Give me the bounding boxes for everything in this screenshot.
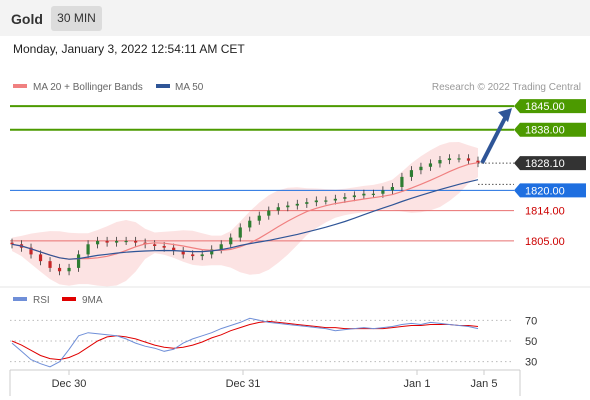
level-label-pivot: 1820.00 (525, 185, 565, 197)
candle-body (238, 227, 242, 238)
candle-body (314, 200, 318, 203)
candle-body (267, 210, 271, 216)
candles (10, 154, 480, 276)
rsi-panel: 70 50 30 (10, 315, 537, 369)
x-tick-label: Dec 30 (52, 378, 87, 390)
candle-body (324, 200, 328, 202)
candle-body (115, 240, 119, 243)
rsi-tick-label: 70 (525, 315, 537, 327)
candle-body (419, 166, 423, 171)
rsi-legend-swatch (13, 297, 27, 301)
candle-body (86, 244, 90, 255)
forecast-arrow (480, 115, 508, 164)
candle-body (200, 254, 204, 257)
timestamp: Monday, January 3, 2022 12:54:11 AM CET (13, 42, 245, 56)
candle-body (409, 170, 414, 177)
candle-body (333, 198, 337, 201)
forecast-arrowhead (498, 108, 512, 123)
candle-body (276, 207, 280, 211)
candle-body (286, 205, 290, 208)
level-lines (10, 105, 514, 242)
level-tag-resistance (514, 122, 586, 137)
candle-body (95, 240, 100, 245)
candle-body (210, 249, 214, 255)
candle-body (105, 240, 109, 243)
header-bar: Gold 30 MIN (0, 0, 590, 36)
bollinger-band (12, 142, 478, 287)
candle-body (124, 240, 128, 243)
candle-body (76, 254, 81, 268)
ma50-legend-label: MA 50 (175, 82, 204, 93)
candle-body (343, 197, 347, 199)
candle-body (438, 160, 442, 164)
candle-body (10, 242, 14, 245)
ma50-legend-swatch (156, 84, 170, 88)
instrument-title: Gold (11, 11, 43, 27)
rsi-ma-line (11, 320, 479, 361)
candle-body (371, 193, 375, 195)
level-label-resistance: 1838.00 (525, 125, 565, 137)
bollinger-band-fill (12, 142, 478, 287)
candle-body (381, 190, 385, 194)
level-label-support: 1805.00 (525, 236, 565, 248)
candle-body (466, 158, 471, 161)
candle-body (134, 240, 138, 243)
candle-body (400, 176, 404, 187)
ma20-legend-label: MA 20 + Bollinger Bands (33, 82, 143, 93)
rsi-legend-label: RSI (33, 295, 50, 306)
level-tag-pivot (514, 183, 586, 198)
candle-body (181, 251, 185, 255)
rsi-line (11, 317, 479, 368)
level-labels: 1845.00 1838.00 1820.00 1814.00 1805.00 1828.… (478, 99, 586, 248)
candle-body (390, 187, 395, 191)
current-price-tag (514, 156, 586, 171)
x-axis-ticks: Dec 30 Dec 31 Jan 1 Jan 5 (52, 370, 498, 390)
moving-averages (11, 108, 512, 260)
rsi-tick-label: 50 (525, 336, 537, 348)
level-tag-resistance (514, 99, 586, 114)
ma50-line (11, 179, 479, 260)
candle-body (162, 245, 166, 248)
candle-body (476, 160, 480, 164)
candle-body (153, 244, 157, 246)
candle-body (219, 244, 223, 250)
candle-body (428, 163, 433, 167)
current-price-label: 1828.10 (525, 158, 565, 170)
level-label-resistance: 1845.00 (525, 101, 565, 113)
candle-body (352, 195, 356, 198)
candle-body (248, 220, 252, 228)
rsi-ma-legend-swatch (62, 297, 76, 301)
candle-body (48, 261, 52, 268)
candle-body (447, 158, 452, 161)
rsi-ma-legend-label: 9MA (82, 295, 103, 306)
candle-body (295, 203, 299, 206)
candle-body (457, 158, 461, 160)
x-tick-label: Jan 1 (404, 378, 431, 390)
candle-body (362, 193, 366, 196)
x-tick-label: Jan 5 (471, 378, 498, 390)
candle-body (57, 267, 62, 272)
watermark: Research © 2022 Trading Central (432, 82, 581, 93)
ma20-legend-swatch (13, 84, 27, 88)
candle-body (229, 237, 233, 245)
rsi-tick-label: 30 (525, 357, 537, 369)
candle-body (67, 267, 71, 272)
candle-body (38, 254, 43, 262)
candle-body (191, 254, 195, 257)
x-tick-label: Dec 31 (226, 378, 261, 390)
level-label-support: 1814.00 (525, 206, 565, 218)
candle-body (305, 202, 309, 204)
candle-body (257, 215, 261, 221)
candle-body (172, 247, 176, 252)
candle-body (29, 247, 33, 255)
timeframe-badge[interactable]: 30 MIN (51, 6, 102, 31)
